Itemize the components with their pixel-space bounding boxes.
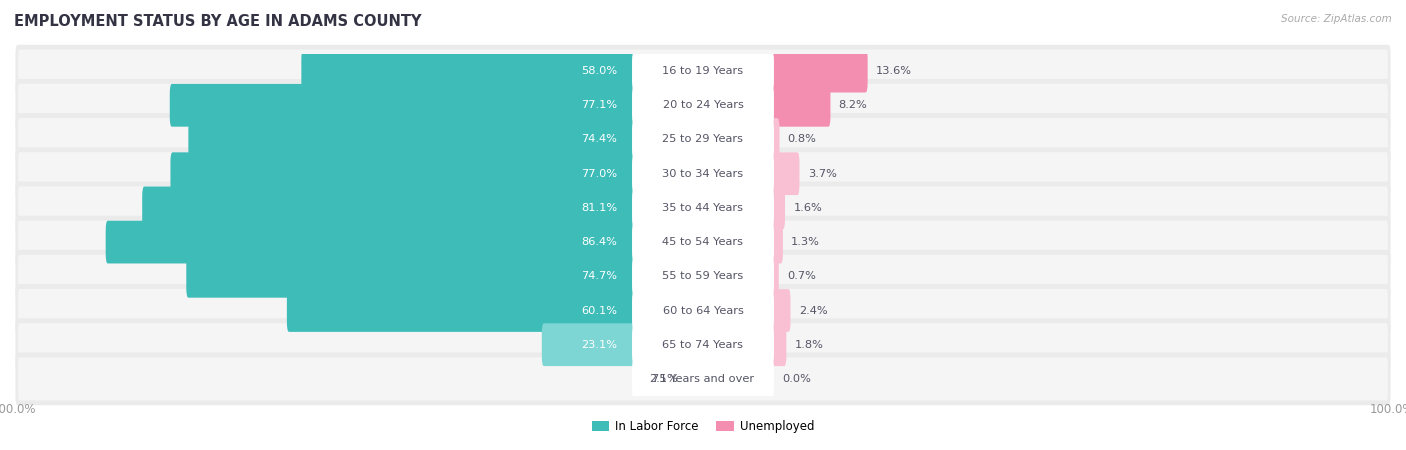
Text: 0.8%: 0.8% [787, 135, 817, 144]
FancyBboxPatch shape [770, 50, 868, 93]
FancyBboxPatch shape [18, 152, 1388, 195]
FancyBboxPatch shape [18, 323, 1388, 366]
Text: 60 to 64 Years: 60 to 64 Years [662, 306, 744, 315]
FancyBboxPatch shape [18, 50, 1388, 93]
FancyBboxPatch shape [770, 118, 779, 161]
Text: 81.1%: 81.1% [581, 203, 617, 213]
FancyBboxPatch shape [170, 84, 636, 126]
Text: 2.1%: 2.1% [650, 374, 678, 384]
Text: EMPLOYMENT STATUS BY AGE IN ADAMS COUNTY: EMPLOYMENT STATUS BY AGE IN ADAMS COUNTY [14, 14, 422, 28]
Text: 55 to 59 Years: 55 to 59 Years [662, 271, 744, 281]
Text: 13.6%: 13.6% [876, 66, 912, 76]
FancyBboxPatch shape [633, 291, 773, 330]
Text: 1.8%: 1.8% [794, 340, 824, 350]
Text: 3.7%: 3.7% [807, 169, 837, 179]
Legend: In Labor Force, Unemployed: In Labor Force, Unemployed [586, 415, 820, 438]
FancyBboxPatch shape [633, 154, 773, 194]
Text: 77.1%: 77.1% [581, 100, 617, 110]
FancyBboxPatch shape [15, 113, 1391, 166]
FancyBboxPatch shape [287, 289, 636, 332]
Text: 1.3%: 1.3% [792, 237, 820, 247]
FancyBboxPatch shape [15, 216, 1391, 269]
Text: 16 to 19 Years: 16 to 19 Years [662, 66, 744, 76]
Text: 0.7%: 0.7% [787, 271, 815, 281]
FancyBboxPatch shape [633, 51, 773, 91]
FancyBboxPatch shape [18, 118, 1388, 161]
Text: 20 to 24 Years: 20 to 24 Years [662, 100, 744, 110]
Text: 74.7%: 74.7% [581, 271, 617, 281]
FancyBboxPatch shape [15, 250, 1391, 303]
Text: 30 to 34 Years: 30 to 34 Years [662, 169, 744, 179]
FancyBboxPatch shape [770, 220, 783, 263]
Text: 23.1%: 23.1% [581, 340, 617, 350]
FancyBboxPatch shape [770, 84, 831, 126]
FancyBboxPatch shape [105, 220, 636, 263]
FancyBboxPatch shape [633, 222, 773, 262]
FancyBboxPatch shape [170, 152, 636, 195]
Text: 60.1%: 60.1% [581, 306, 617, 315]
FancyBboxPatch shape [15, 79, 1391, 132]
Text: 2.4%: 2.4% [799, 306, 827, 315]
Text: 1.6%: 1.6% [793, 203, 823, 213]
Text: 45 to 54 Years: 45 to 54 Years [662, 237, 744, 247]
FancyBboxPatch shape [18, 255, 1388, 298]
FancyBboxPatch shape [633, 359, 773, 399]
Text: 74.4%: 74.4% [581, 135, 617, 144]
FancyBboxPatch shape [770, 186, 785, 230]
FancyBboxPatch shape [301, 50, 636, 93]
FancyBboxPatch shape [15, 284, 1391, 337]
Text: 35 to 44 Years: 35 to 44 Years [662, 203, 744, 213]
Text: 25 to 29 Years: 25 to 29 Years [662, 135, 744, 144]
FancyBboxPatch shape [188, 118, 636, 161]
Text: 65 to 74 Years: 65 to 74 Years [662, 340, 744, 350]
FancyBboxPatch shape [18, 186, 1388, 230]
FancyBboxPatch shape [541, 323, 636, 366]
FancyBboxPatch shape [633, 188, 773, 228]
FancyBboxPatch shape [770, 255, 779, 298]
FancyBboxPatch shape [15, 45, 1391, 98]
FancyBboxPatch shape [18, 84, 1388, 127]
Text: 86.4%: 86.4% [581, 237, 617, 247]
FancyBboxPatch shape [633, 256, 773, 296]
Text: 0.0%: 0.0% [782, 374, 811, 384]
FancyBboxPatch shape [770, 152, 800, 195]
FancyBboxPatch shape [633, 120, 773, 159]
FancyBboxPatch shape [142, 186, 636, 230]
FancyBboxPatch shape [633, 86, 773, 125]
FancyBboxPatch shape [770, 289, 790, 332]
FancyBboxPatch shape [633, 325, 773, 364]
Text: 8.2%: 8.2% [839, 100, 868, 110]
FancyBboxPatch shape [18, 289, 1388, 332]
FancyBboxPatch shape [15, 181, 1391, 234]
Text: 58.0%: 58.0% [581, 66, 617, 76]
FancyBboxPatch shape [15, 352, 1391, 405]
FancyBboxPatch shape [15, 147, 1391, 200]
Text: 77.0%: 77.0% [581, 169, 617, 179]
FancyBboxPatch shape [770, 323, 786, 366]
Text: Source: ZipAtlas.com: Source: ZipAtlas.com [1281, 14, 1392, 23]
FancyBboxPatch shape [15, 318, 1391, 371]
FancyBboxPatch shape [186, 255, 636, 298]
FancyBboxPatch shape [18, 357, 1388, 400]
Text: 75 Years and over: 75 Years and over [652, 374, 754, 384]
FancyBboxPatch shape [18, 220, 1388, 264]
